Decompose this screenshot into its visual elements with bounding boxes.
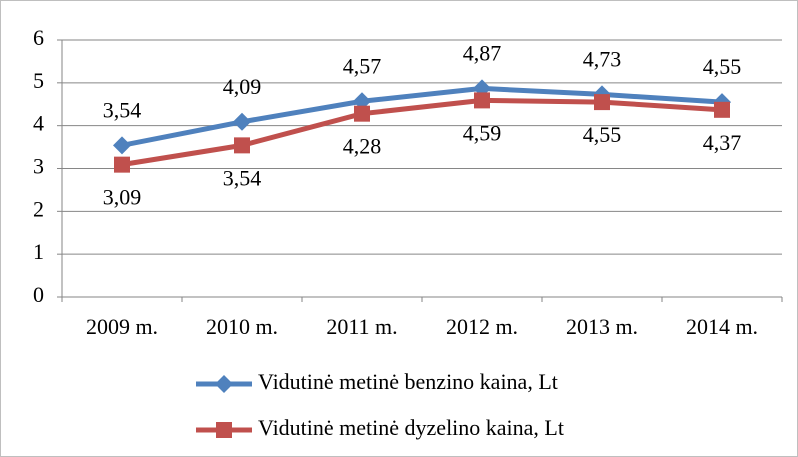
marker (233, 112, 251, 131)
value-label: 4,59 (463, 120, 502, 145)
y-tick-label: 3 (33, 154, 44, 179)
y-tick-label: 5 (33, 68, 44, 93)
marker (215, 375, 233, 393)
y-tick-label: 0 (33, 282, 44, 307)
x-tick-label: 2010 m. (206, 314, 278, 339)
marker (594, 94, 610, 111)
y-tick-label: 2 (33, 196, 44, 221)
x-tick-label: 2013 m. (566, 314, 638, 339)
value-label: 3,54 (223, 165, 262, 190)
y-tick-label: 6 (33, 25, 44, 50)
x-tick-label: 2009 m. (86, 314, 158, 339)
value-label: 4,28 (343, 134, 382, 159)
marker (114, 156, 130, 173)
x-tick-label: 2014 m. (686, 314, 758, 339)
series-line (121, 85, 723, 148)
marker (216, 422, 232, 438)
legend-label: Vidutinė metinė dyzelino kaina, Lt (258, 415, 564, 440)
marker (354, 105, 370, 122)
value-label: 4,37 (703, 130, 742, 155)
y-tick-label: 1 (33, 239, 44, 264)
value-label: 3,54 (103, 97, 142, 122)
x-tick-label: 2011 m. (326, 314, 397, 339)
value-label: 4,55 (583, 122, 622, 147)
marker (474, 92, 490, 109)
legend-label: Vidutinė metinė benzino kaina, Lt (258, 369, 558, 394)
value-label: 4,55 (703, 54, 742, 79)
value-label: 4,73 (583, 46, 622, 71)
value-label: 4,87 (463, 40, 502, 65)
y-tick-label: 4 (33, 111, 44, 136)
value-label: 4,57 (343, 53, 382, 78)
value-label: 4,09 (223, 74, 262, 99)
series-line (121, 97, 723, 168)
marker (234, 137, 250, 154)
value-label: 3,09 (103, 185, 142, 210)
marker (113, 136, 131, 155)
x-tick-label: 2012 m. (446, 314, 518, 339)
marker (714, 101, 730, 118)
